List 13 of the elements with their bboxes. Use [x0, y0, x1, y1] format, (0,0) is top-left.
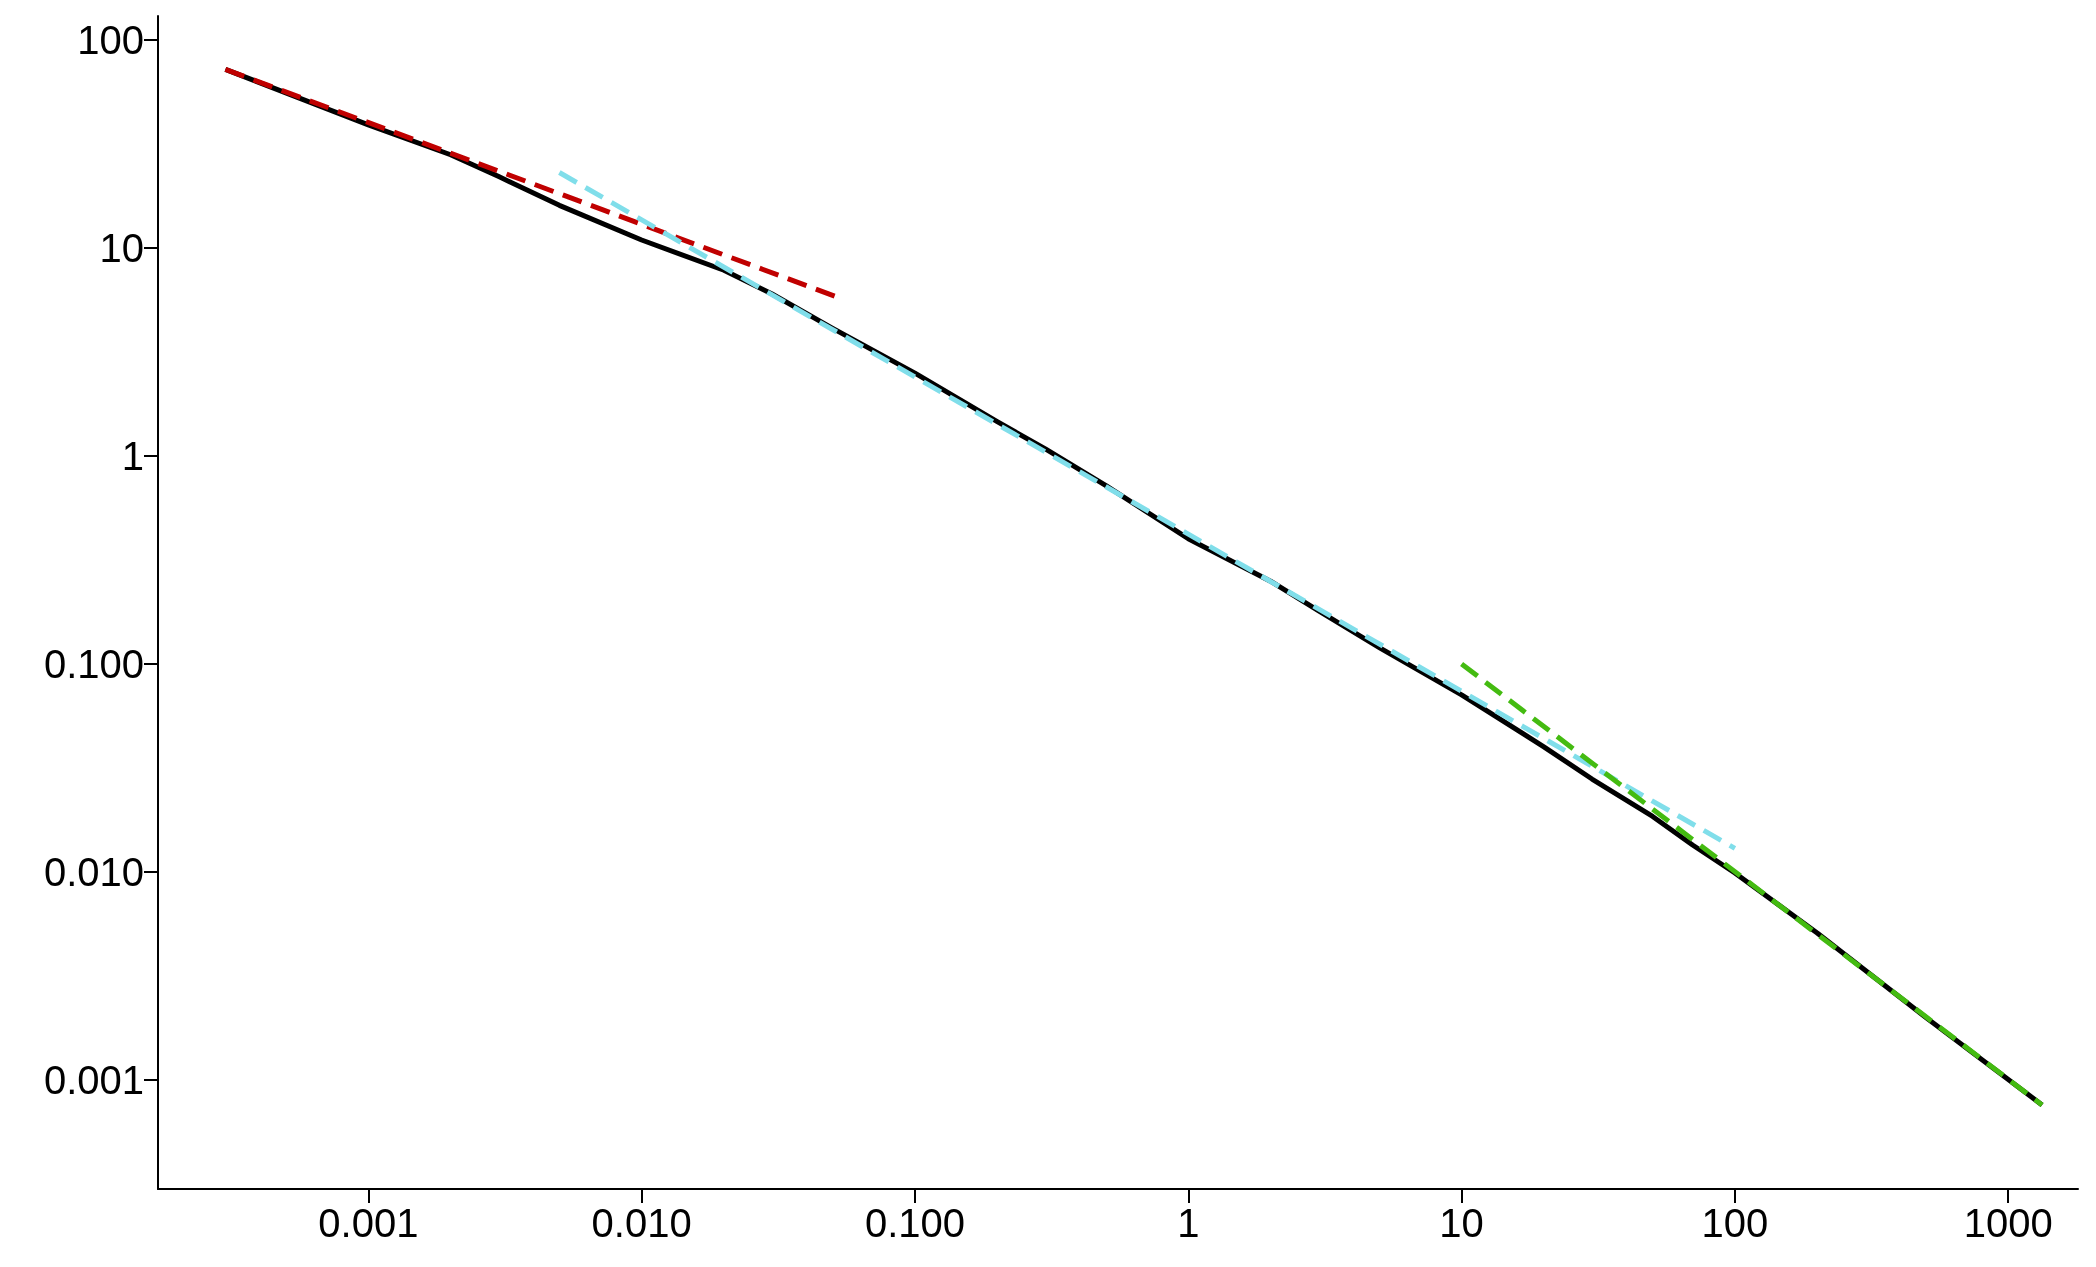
y-tick-label: 10 [99, 225, 144, 270]
x-tick-label: 0.001 [318, 1201, 419, 1245]
y-tick-label: 100 [77, 17, 144, 62]
x-tick-label: 1 [1177, 1201, 1200, 1245]
y-tick-label: 0.010 [43, 850, 144, 895]
y-tick-label: 0.001 [43, 1058, 144, 1103]
x-tick-label: 0.010 [591, 1201, 692, 1245]
x-tick-label: 10 [1439, 1201, 1484, 1245]
x-tick-label: 1000 [1963, 1201, 2053, 1245]
x-tick-label: 100 [1701, 1201, 1769, 1245]
y-tick-label: 1 [121, 433, 144, 478]
x-tick-label: 0.100 [864, 1201, 966, 1245]
y-tick-label: 0.100 [43, 642, 144, 686]
